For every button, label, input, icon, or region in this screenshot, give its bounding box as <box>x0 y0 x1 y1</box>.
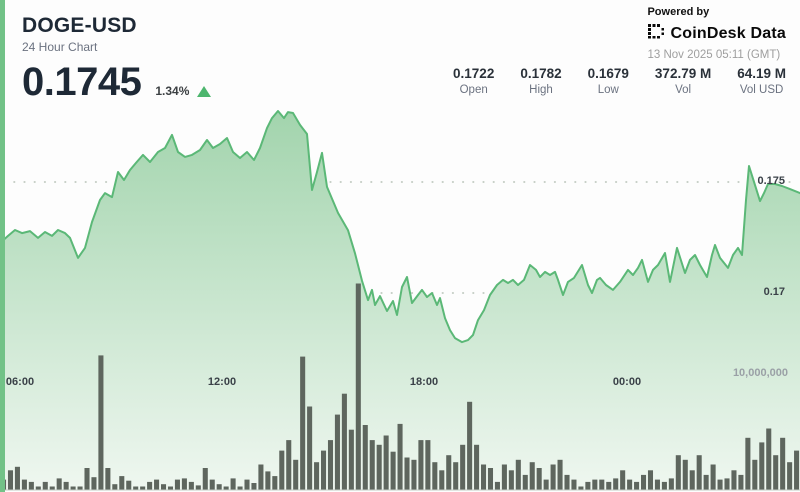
symbol-title: DOGE-USD <box>22 14 137 37</box>
low-value: 0.1679 <box>587 66 629 81</box>
stat-low: 0.1679 Low <box>588 66 629 96</box>
low-label: Low <box>597 84 619 96</box>
current-price: 0.1745 <box>22 60 142 104</box>
powered-by-label: Powered by <box>647 6 710 18</box>
volume-usd-label: Vol USD <box>739 84 784 96</box>
stats-row: 0.1722 Open 0.1782 High 0.1679 Low 372.7… <box>453 66 786 96</box>
up-triangle-icon <box>197 85 212 97</box>
high-value: 0.1782 <box>520 66 562 81</box>
chart-subtitle: 24 Hour Chart <box>22 40 98 54</box>
price-row: 0.1745 1.34% <box>22 60 212 104</box>
quote-timestamp: 13 Nov 2025 05:11 (GMT) <box>647 49 781 61</box>
left-accent-bar <box>0 0 5 492</box>
stat-volume-usd: 64.19 M Vol USD <box>737 66 786 96</box>
price-change: 1.34% <box>155 84 212 98</box>
open-value: 0.1722 <box>453 66 495 81</box>
volume-usd-value: 64.19 M <box>737 66 786 81</box>
header: DOGE-USD 24 Hour Chart 0.1745 1.34% <box>22 14 212 104</box>
stat-open: 0.1722 Open <box>453 66 494 96</box>
stat-high: 0.1782 High <box>520 66 561 96</box>
powered-by-block: Powered by CoinDesk Data 13 Nov 2025 05:… <box>647 6 786 61</box>
high-label: High <box>529 84 553 96</box>
volume-label: Vol <box>675 84 692 96</box>
volume-value: 372.79 M <box>654 66 712 81</box>
stat-volume: 372.79 M Vol <box>655 66 711 96</box>
coindesk-brand-name: CoinDesk Data <box>670 24 786 42</box>
open-label: Open <box>459 84 488 96</box>
change-percent: 1.34% <box>155 84 190 98</box>
coindesk-logo-icon <box>647 22 665 45</box>
coindesk-data-link[interactable]: CoinDesk Data <box>647 22 786 45</box>
